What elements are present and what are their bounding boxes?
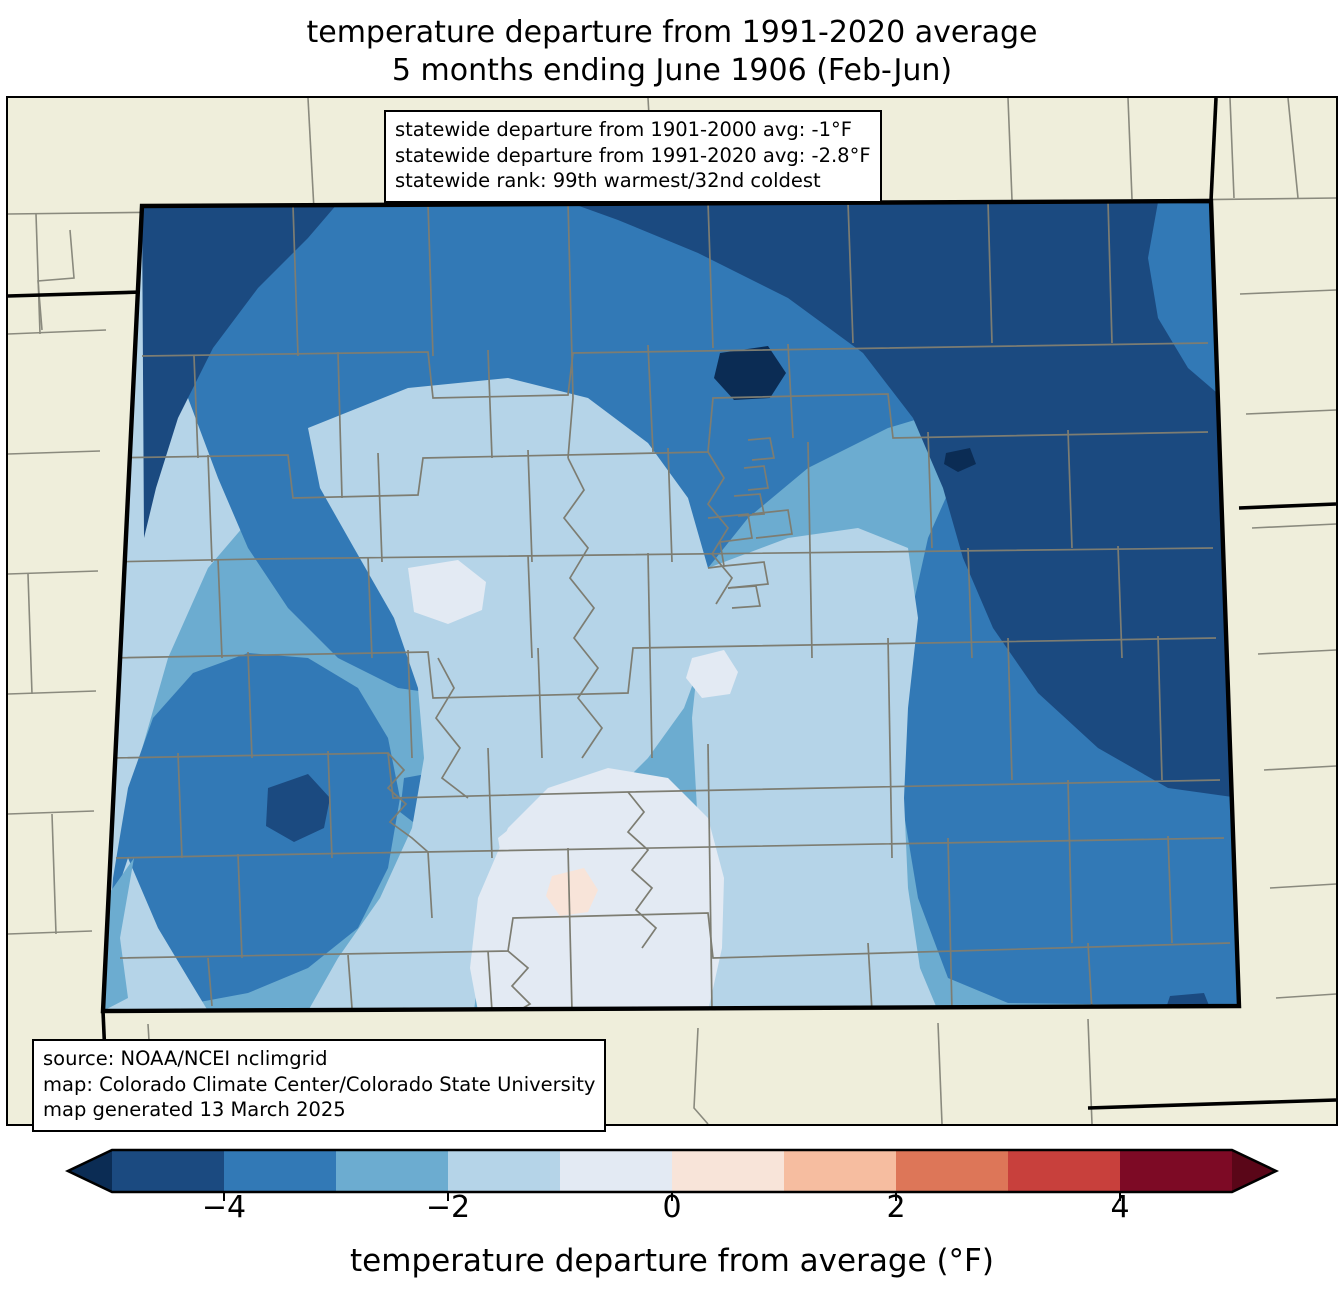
colorbar-band bbox=[112, 1150, 225, 1192]
colorbar-band bbox=[896, 1150, 1009, 1192]
colorbar-band bbox=[1008, 1150, 1121, 1192]
statewide-stats-box: statewide departure from 1901-2000 avg: … bbox=[384, 110, 882, 203]
stats-line-2: statewide departure from 1991-2020 avg: … bbox=[395, 143, 871, 167]
colorbar-tick-label: −2 bbox=[425, 1190, 471, 1225]
map-frame bbox=[6, 96, 1338, 1126]
temperature-contour-fills bbox=[103, 201, 1239, 1011]
colorbar-band bbox=[336, 1150, 449, 1192]
colorbar-band bbox=[672, 1150, 785, 1192]
colorbar-swatches bbox=[64, 1148, 1280, 1201]
source-attribution-box: source: NOAA/NCEI nclimgrid map: Colorad… bbox=[32, 1039, 607, 1132]
colorado-temperature-departure-map bbox=[8, 98, 1336, 1124]
colorado-state-border bbox=[100, 198, 1242, 1014]
colorbar-tick-marks bbox=[223, 1192, 1121, 1201]
colorbar-tick-label: 0 bbox=[662, 1190, 682, 1225]
source-line-1: source: NOAA/NCEI nclimgrid bbox=[43, 1047, 328, 1070]
colorbar-band bbox=[224, 1150, 337, 1192]
colorbar-tick-labels: −4 −2 0 2 4 bbox=[0, 1190, 1344, 1232]
colorbar-band bbox=[448, 1150, 561, 1192]
colorbar-border bbox=[64, 1148, 1280, 1194]
colorbar-tick-label: −4 bbox=[201, 1190, 247, 1225]
colorbar-band-group bbox=[68, 1150, 1276, 1192]
title-line-1: temperature departure from 1991-2020 ave… bbox=[306, 15, 1038, 50]
page-title: temperature departure from 1991-2020 ave… bbox=[0, 14, 1344, 90]
title-line-2: 5 months ending June 1906 (Feb-Jun) bbox=[391, 53, 953, 88]
colorbar-axis-label: temperature departure from average (°F) bbox=[350, 1243, 994, 1279]
colorbar-band bbox=[1120, 1150, 1233, 1192]
colorbar bbox=[0, 1143, 1344, 1203]
source-line-3: map generated 13 March 2025 bbox=[43, 1098, 346, 1121]
colorbar-under-arrow bbox=[68, 1150, 112, 1192]
source-line-2: map: Colorado Climate Center/Colorado St… bbox=[43, 1072, 596, 1096]
colorbar-outline bbox=[64, 1148, 1280, 1194]
stats-line-3: statewide rank: 99th warmest/32nd coldes… bbox=[395, 169, 821, 192]
colorbar-band bbox=[784, 1150, 897, 1192]
colorado-county-lines bbox=[103, 201, 1231, 1011]
stats-line-1: statewide departure from 1901-2000 avg: … bbox=[395, 118, 852, 141]
colorbar-tick-label: 2 bbox=[886, 1190, 906, 1225]
colorbar-band bbox=[560, 1150, 673, 1192]
colorbar-over-arrow bbox=[1232, 1150, 1276, 1192]
colorbar-tick-label: 4 bbox=[1110, 1190, 1130, 1225]
